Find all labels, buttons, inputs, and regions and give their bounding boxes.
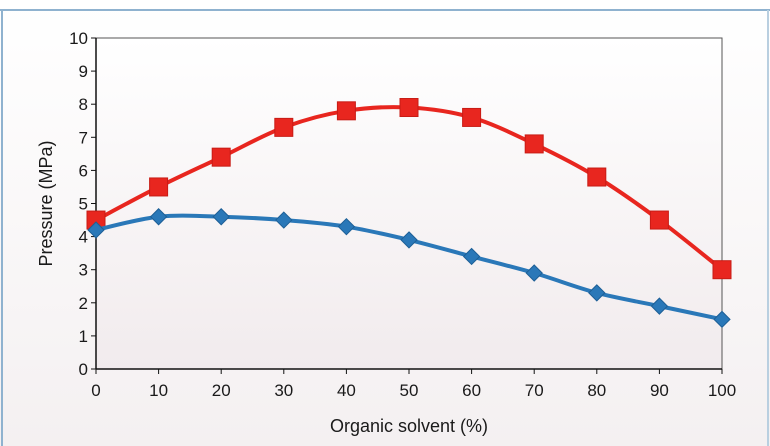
- y-tick-label: 5: [79, 195, 88, 214]
- diamond-marker: [525, 264, 543, 282]
- x-axis-ticks: 0 10 20 30 40 50 60 70 80 90 100: [91, 369, 736, 400]
- x-tick-label: 50: [400, 381, 419, 400]
- y-tick-label: 7: [79, 128, 88, 147]
- x-tick-label: 0: [91, 381, 100, 400]
- diamond-marker: [149, 208, 168, 226]
- y-tick-label: 0: [79, 360, 88, 379]
- series-diamond: [87, 208, 731, 329]
- y-tick-label: 9: [79, 62, 88, 81]
- y-tick-label: 10: [69, 29, 88, 48]
- square-marker: [649, 210, 669, 230]
- square-marker: [336, 101, 356, 121]
- y-axis-title: Pressure (MPa): [36, 140, 56, 266]
- y-tick-label: 4: [79, 228, 88, 247]
- diamond-marker: [588, 284, 606, 302]
- series-square: [86, 98, 732, 280]
- square-marker: [149, 177, 169, 197]
- diamond-marker: [87, 221, 105, 239]
- x-tick-label: 40: [337, 381, 356, 400]
- x-tick-label: 30: [274, 381, 293, 400]
- y-tick-label: 3: [79, 261, 88, 280]
- x-tick-label: 70: [525, 381, 544, 400]
- square-marker: [399, 98, 419, 118]
- y-tick-label: 6: [79, 161, 88, 180]
- diamond-marker: [275, 211, 293, 229]
- square-marker: [587, 167, 607, 187]
- square-marker: [712, 260, 732, 280]
- x-tick-label: 80: [587, 381, 606, 400]
- diamond-marker: [462, 247, 481, 266]
- x-axis-title: Organic solvent (%): [330, 416, 488, 436]
- diamond-marker: [400, 231, 418, 249]
- diamond-marker: [337, 217, 356, 236]
- diamond-marker: [713, 310, 731, 329]
- x-tick-label: 90: [650, 381, 669, 400]
- y-tick-label: 1: [79, 327, 88, 346]
- y-tick-label: 2: [79, 294, 88, 313]
- plot-area: [95, 37, 723, 370]
- y-tick-label: 8: [79, 95, 88, 114]
- series-layer: [86, 98, 732, 329]
- square-marker: [524, 134, 544, 154]
- y-axis-ticks: 0 1 2 3 4 5 6 7 8 9 10: [69, 29, 96, 379]
- x-tick-label: 60: [462, 381, 481, 400]
- x-tick-label: 10: [149, 381, 168, 400]
- square-marker: [211, 147, 231, 167]
- square-marker: [274, 117, 294, 137]
- diamond-marker: [650, 297, 669, 315]
- diamond-marker: [212, 208, 230, 226]
- x-tick-label: 20: [212, 381, 231, 400]
- square-marker: [462, 107, 482, 127]
- x-tick-label: 100: [708, 381, 736, 400]
